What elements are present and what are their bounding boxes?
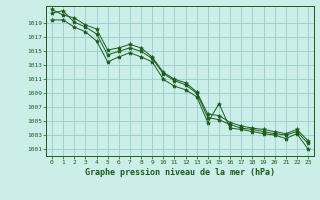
X-axis label: Graphe pression niveau de la mer (hPa): Graphe pression niveau de la mer (hPa): [85, 168, 275, 177]
